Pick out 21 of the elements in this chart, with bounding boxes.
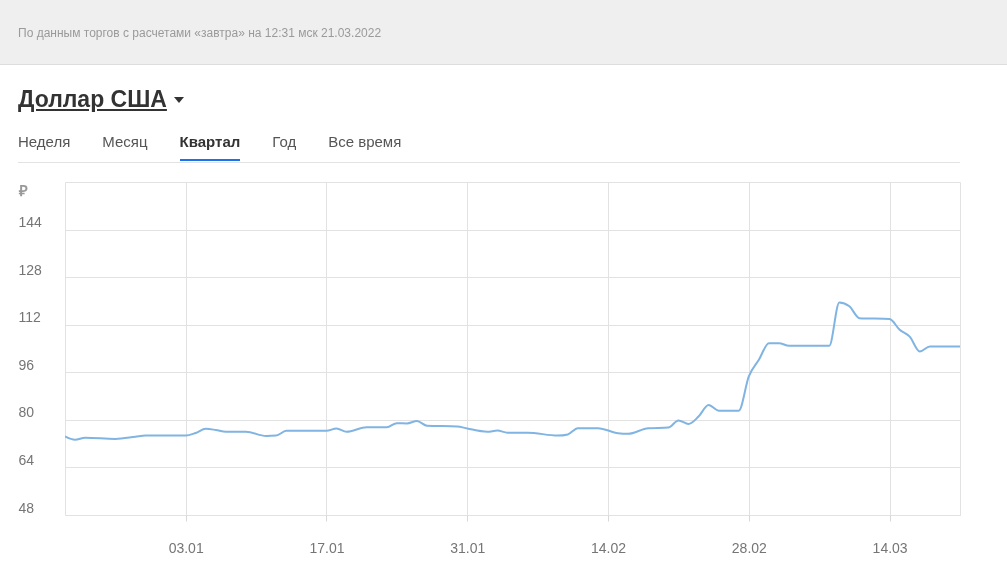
y-tick-label: 128	[18, 261, 43, 278]
y-tick-label: 80	[18, 404, 35, 421]
text: Все время	[328, 133, 402, 152]
x-tick-label: 17.01	[309, 539, 345, 556]
y-tick-label: 96	[18, 356, 35, 373]
y-tick-label: 48	[18, 499, 35, 516]
text: Неделя	[18, 133, 71, 152]
x-tick-label: 03.01	[168, 539, 204, 556]
y-tick-label: 64	[18, 451, 35, 468]
x-tick-label: 31.01	[450, 539, 486, 556]
y-tick-label: 144	[18, 214, 43, 231]
x-tick-label: 14.02	[591, 539, 627, 556]
x-tick-label: 28.02	[731, 539, 768, 556]
text: Месяц	[102, 133, 148, 152]
y-axis-title: ₽	[17, 181, 28, 199]
y-tick-label: 112	[18, 309, 42, 326]
x-tick-label: 14.03	[872, 539, 908, 556]
text: По данным торгов с расчетами «завтра» на 12:31 мск 21.03.2022	[18, 26, 382, 40]
text: Квартал	[179, 133, 241, 152]
chart-title: Доллар США	[18, 86, 167, 113]
text: Год	[272, 133, 297, 152]
